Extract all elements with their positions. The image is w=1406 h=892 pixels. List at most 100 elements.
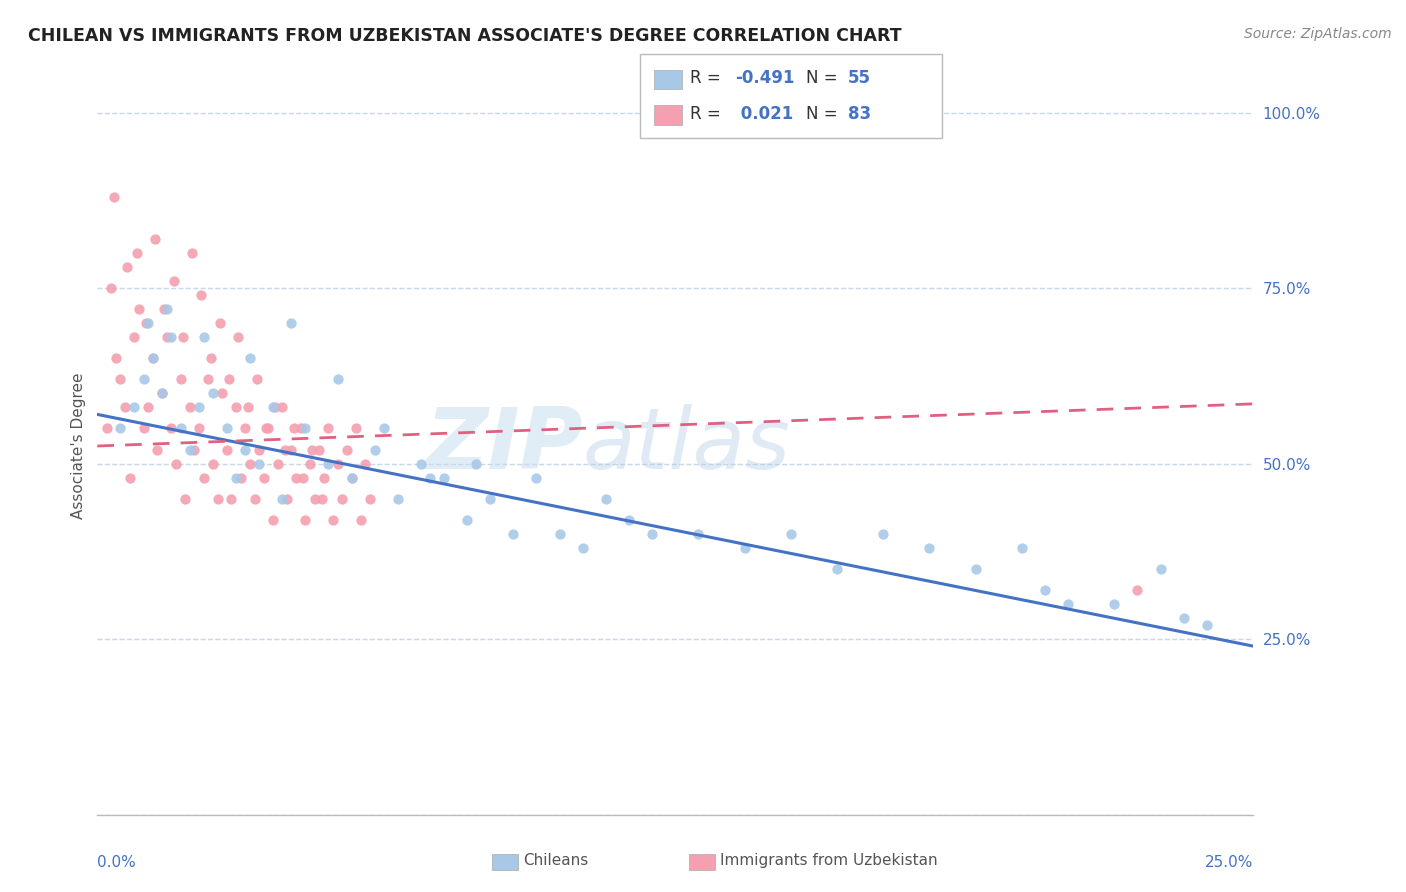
Point: [128, 302, 150, 317]
Point: [132, 372, 155, 386]
Point: [215, 442, 238, 457]
Point: [156, 330, 179, 344]
Point: [340, 470, 363, 484]
Point: [253, 470, 276, 484]
Point: [233, 442, 256, 457]
Point: [183, 442, 205, 457]
Point: [734, 541, 756, 555]
Point: [142, 351, 165, 366]
Point: [1011, 541, 1033, 555]
Point: [326, 457, 349, 471]
Text: CHILEAN VS IMMIGRANTS FROM UZBEKISTAN ASSOCIATE'S DEGREE CORRELATION CHART: CHILEAN VS IMMIGRANTS FROM UZBEKISTAN AS…: [28, 27, 901, 45]
Point: [688, 526, 710, 541]
Point: [162, 274, 184, 288]
Point: [262, 401, 284, 415]
Point: [322, 513, 344, 527]
Point: [172, 330, 194, 344]
Text: R =: R =: [690, 105, 727, 123]
Point: [595, 491, 617, 506]
Point: [290, 421, 312, 435]
Point: [350, 513, 373, 527]
Point: [872, 526, 894, 541]
Point: [188, 401, 211, 415]
Point: [221, 491, 243, 506]
Point: [124, 330, 146, 344]
Text: 55: 55: [848, 70, 870, 87]
Point: [283, 421, 305, 435]
Point: [262, 513, 284, 527]
Point: [526, 470, 548, 484]
Point: [779, 526, 801, 541]
Point: [239, 351, 262, 366]
Point: [211, 386, 233, 401]
Point: [301, 442, 323, 457]
Point: [103, 190, 125, 204]
Point: [271, 491, 294, 506]
Point: [143, 232, 166, 246]
Point: [181, 246, 204, 260]
Point: [387, 491, 409, 506]
Point: [298, 457, 321, 471]
Point: [124, 401, 146, 415]
Point: [179, 442, 201, 457]
Point: [271, 401, 294, 415]
Point: [465, 457, 488, 471]
Point: [179, 401, 201, 415]
Point: [294, 421, 316, 435]
Point: [1195, 618, 1218, 632]
Point: [617, 513, 640, 527]
Point: [201, 386, 224, 401]
Point: [233, 421, 256, 435]
Point: [502, 526, 524, 541]
Point: [1149, 562, 1171, 576]
Text: N =: N =: [806, 105, 842, 123]
Text: Immigrants from Uzbekistan: Immigrants from Uzbekistan: [720, 854, 938, 869]
Text: -0.491: -0.491: [735, 70, 794, 87]
Text: ZIP: ZIP: [425, 404, 582, 488]
Point: [1104, 597, 1126, 611]
Point: [96, 421, 118, 435]
Point: [280, 316, 302, 330]
Text: 83: 83: [848, 105, 870, 123]
Point: [330, 491, 353, 506]
Point: [273, 442, 295, 457]
Point: [136, 316, 159, 330]
Point: [201, 457, 224, 471]
Point: [225, 401, 247, 415]
Point: [165, 457, 187, 471]
Point: [225, 470, 247, 484]
Point: [160, 421, 183, 435]
Point: [548, 526, 571, 541]
Point: [125, 246, 148, 260]
Point: [136, 401, 159, 415]
Point: [433, 470, 456, 484]
Point: [1033, 582, 1056, 597]
Point: [641, 526, 664, 541]
Text: R =: R =: [690, 70, 727, 87]
Point: [228, 330, 250, 344]
Point: [266, 457, 288, 471]
Point: [326, 372, 349, 386]
Point: [336, 442, 359, 457]
Point: [479, 491, 502, 506]
Point: [100, 281, 122, 295]
Point: [150, 386, 173, 401]
Point: [104, 351, 127, 366]
Point: [110, 421, 132, 435]
Point: [1173, 611, 1195, 625]
Text: 25.0%: 25.0%: [1205, 855, 1253, 870]
Point: [419, 470, 441, 484]
Text: Source: ZipAtlas.com: Source: ZipAtlas.com: [1244, 27, 1392, 41]
Text: 0.021: 0.021: [735, 105, 793, 123]
Point: [188, 421, 211, 435]
Point: [174, 491, 197, 506]
Point: [114, 401, 136, 415]
Point: [247, 457, 270, 471]
Point: [146, 442, 169, 457]
Point: [308, 442, 330, 457]
Point: [132, 421, 155, 435]
Point: [150, 386, 173, 401]
Point: [373, 421, 395, 435]
Point: [285, 470, 308, 484]
Point: [344, 421, 367, 435]
